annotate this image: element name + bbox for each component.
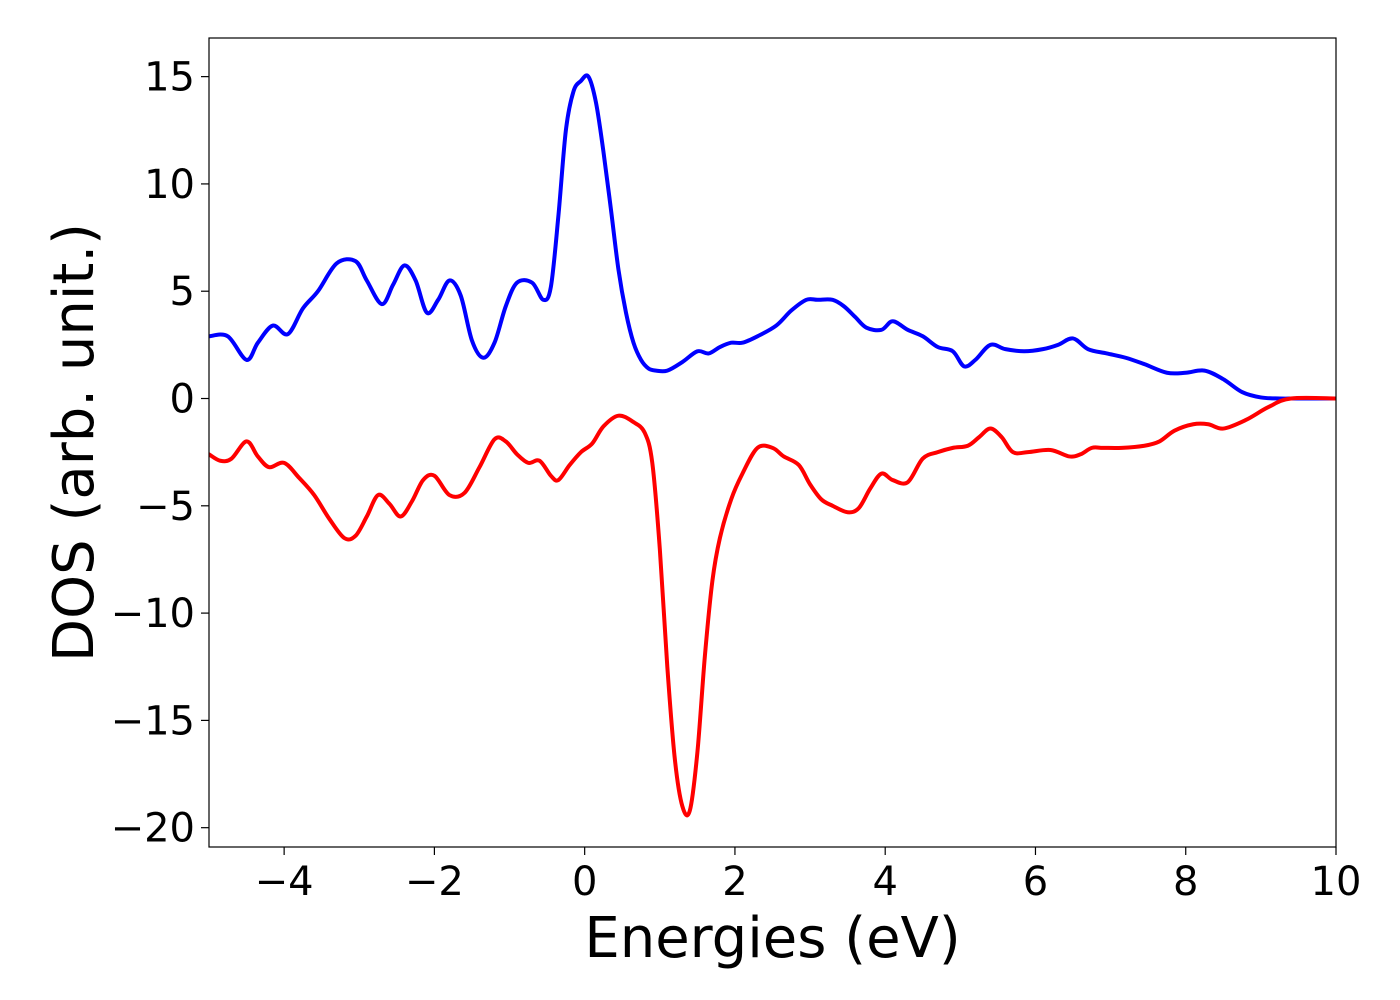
x-tick-label: 6 — [1023, 859, 1048, 905]
y-axis-label: DOS (arb. unit.) — [42, 223, 107, 662]
y-axis: −20 −15 −10 −5 0 5 10 15 — [111, 55, 209, 852]
x-tick-label: 8 — [1173, 859, 1198, 905]
series-line-1 — [209, 73, 1336, 401]
x-axis: −4 −2 0 2 4 6 8 10 — [255, 847, 1362, 905]
y-tick-label: −15 — [111, 698, 195, 744]
y-tick-label: 0 — [170, 377, 195, 423]
y-tick-label: −20 — [111, 806, 195, 852]
y-tick-label: 5 — [170, 269, 195, 315]
plot-area — [209, 38, 1336, 847]
y-tick-label: −10 — [111, 591, 195, 637]
series-layer — [209, 73, 1336, 818]
x-tick-label: −4 — [255, 859, 314, 905]
x-tick-label: 10 — [1311, 859, 1362, 905]
x-tick-label: 2 — [722, 859, 747, 905]
y-tick-label: 10 — [144, 162, 195, 208]
plot-frame — [208, 37, 1337, 848]
series-line-2 — [209, 395, 1336, 818]
x-tick-label: 4 — [872, 859, 897, 905]
y-tick-label: 15 — [144, 55, 195, 101]
x-axis-label: Energies (eV) — [584, 906, 960, 971]
x-tick-label: −2 — [405, 859, 464, 905]
y-tick-label: −5 — [136, 484, 195, 530]
x-tick-label: 0 — [572, 859, 597, 905]
